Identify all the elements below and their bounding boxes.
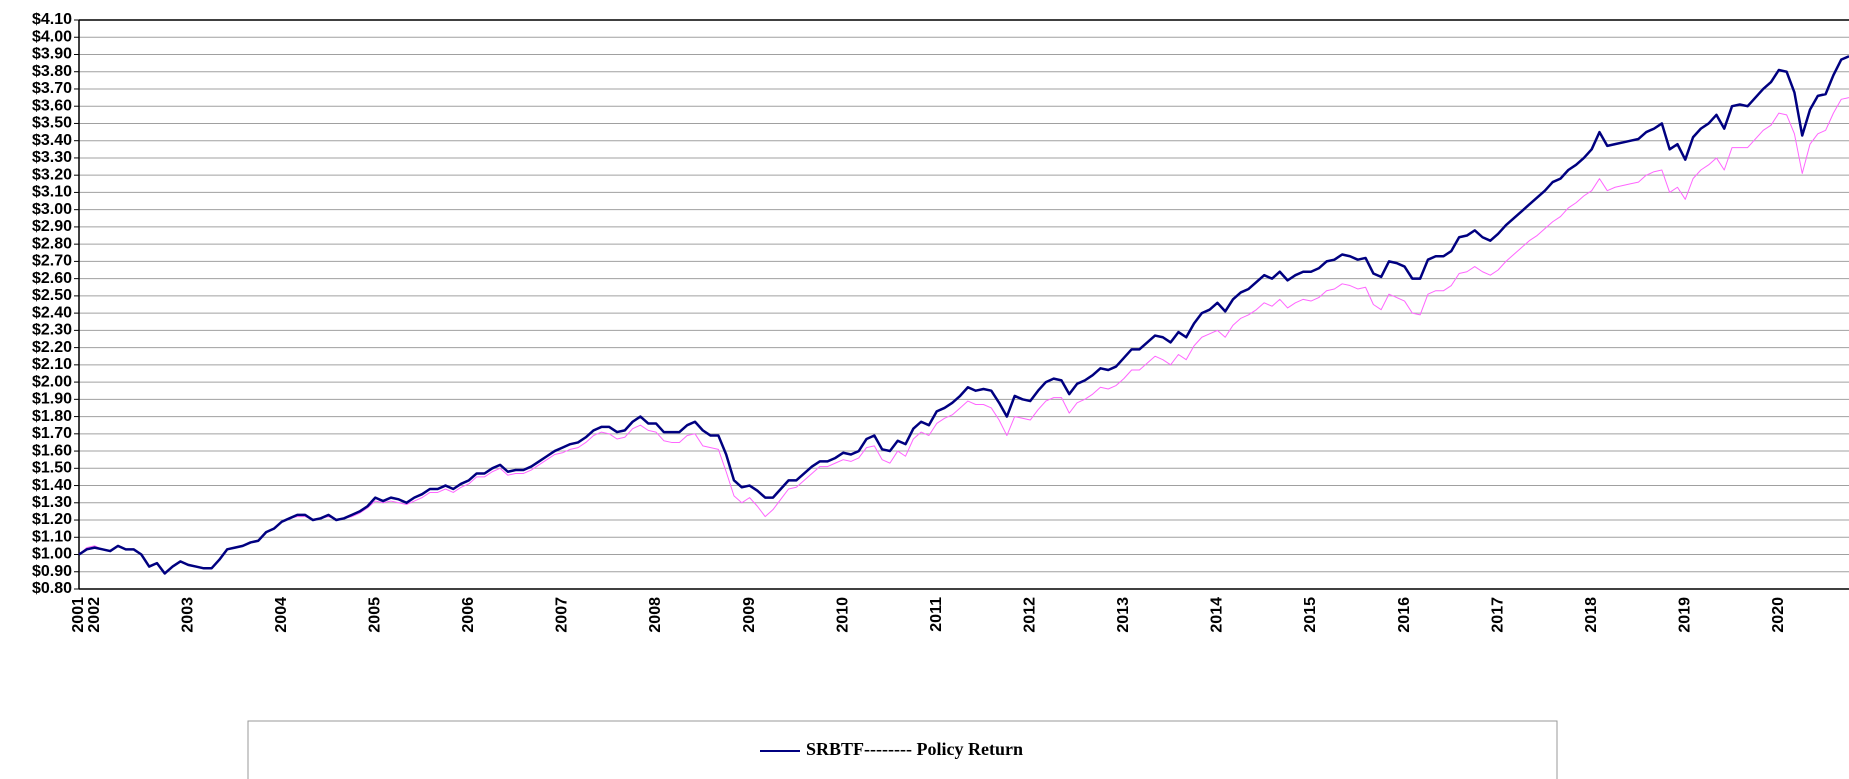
x-tick-label: 2012 [1021,597,1038,633]
y-tick-label: $0.90 [32,563,72,580]
series-line [78,97,1849,574]
y-tick-label: $3.60 [32,97,72,114]
legend-box [247,720,1558,779]
legend-label: SRBTF-------- Policy Return [806,739,1023,759]
y-tick-label: $3.10 [32,184,72,201]
x-tick-label: 2017 [1489,597,1506,633]
x-tick-label: 2006 [460,597,477,633]
y-tick-label: $3.70 [32,80,72,97]
y-tick-label: $2.00 [32,373,72,390]
y-tick-label: $2.60 [32,270,72,287]
y-tick-label: $0.80 [32,580,72,597]
y-tick-label: $2.90 [32,218,72,235]
x-tick-label: 2003 [179,597,196,633]
x-tick-label: 2016 [1396,597,1413,633]
y-tick-label: $1.10 [32,528,72,545]
y-tick-label: $2.70 [32,253,72,270]
x-tick-label: 2008 [647,597,664,633]
x-tick-label: 2009 [741,597,758,633]
y-tick-label: $3.50 [32,115,72,132]
y-tick-label: $3.00 [32,201,72,218]
y-tick-label: $3.30 [32,149,72,166]
y-tick-label: $3.90 [32,46,72,63]
x-tick-label: 2018 [1583,597,1600,633]
y-tick-label: $1.70 [32,425,72,442]
y-tick-label: $4.10 [32,11,72,28]
y-tick-label: $2.20 [32,339,72,356]
x-tick-label: 2005 [367,597,384,633]
y-tick-label: $1.20 [32,511,72,528]
x-tick-label: 2007 [554,597,571,633]
x-tick-label: 2011 [928,597,945,632]
x-tick-label: 2004 [273,597,290,633]
y-tick-label: $2.40 [32,304,72,321]
x-tick-label: 2019 [1676,597,1693,633]
y-tick-label: $1.30 [32,494,72,511]
y-tick-label: $1.50 [32,460,72,477]
y-tick-label: $3.40 [32,132,72,149]
y-tick-label: $1.90 [32,391,72,408]
x-tick-label: 2002 [86,597,103,633]
y-tick-label: $4.00 [32,28,72,45]
y-tick-label: $3.80 [32,63,72,80]
y-tick-label: $2.50 [32,287,72,304]
y-tick-label: $1.80 [32,408,72,425]
x-tick-label: 2013 [1115,597,1132,633]
x-tick-label: 2001 [70,597,87,633]
x-tick-label: 2015 [1302,597,1319,633]
y-tick-label: $1.00 [32,546,72,563]
x-tick-label: 2020 [1770,597,1787,633]
y-tick-label: $2.30 [32,322,72,339]
y-tick-label: $1.60 [32,442,72,459]
y-tick-label: $2.80 [32,235,72,252]
y-tick-label: $3.20 [32,166,72,183]
y-tick-label: $2.10 [32,356,72,373]
x-tick-label: 2014 [1209,597,1226,633]
series-line [78,55,1849,575]
x-tick-label: 2010 [834,597,851,633]
y-tick-label: $1.40 [32,477,72,494]
